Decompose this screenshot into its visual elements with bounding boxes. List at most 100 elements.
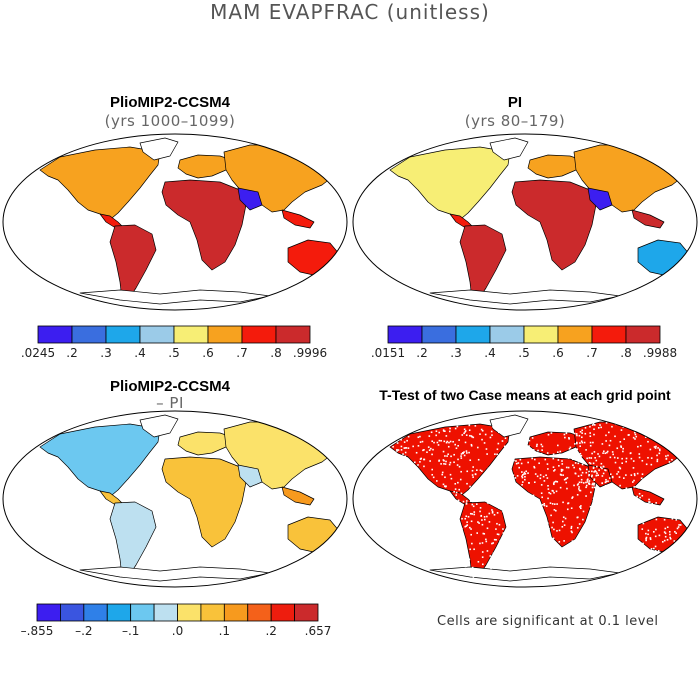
map-border — [352, 410, 698, 588]
continent-europe — [527, 431, 583, 456]
continent-north-america — [39, 423, 161, 496]
continent-south-america — [109, 224, 157, 301]
continent-arabia — [587, 187, 613, 211]
continent-antarctica — [429, 289, 621, 305]
continent-arabia — [237, 464, 263, 488]
colorbar-swatch — [275, 325, 311, 344]
colorbar-swatch — [105, 325, 141, 344]
continent-southeast-asia — [631, 486, 665, 506]
colorbar-label: .2 — [416, 346, 427, 360]
colorbar-swatch — [60, 603, 85, 622]
colorbar-label: .5 — [168, 346, 179, 360]
continent-southeast-asia — [631, 209, 665, 229]
colorbar-swatch — [294, 603, 319, 622]
panel-1-subtitle: (yrs 1000–1099) — [104, 112, 236, 130]
colorbar-swatch — [83, 603, 108, 622]
colorbar-swatch — [71, 325, 107, 344]
speckle-arabia — [588, 466, 614, 488]
panel-2-subtitle: (yrs 80–179) — [464, 112, 566, 130]
colorbar-swatch — [139, 325, 175, 344]
colorbar-panel-2: .0151 .2 .3 .4 .5 .6 .7 .8 .9988 — [371, 325, 677, 360]
colorbar-label: .4 — [484, 346, 495, 360]
speckle-central-america — [452, 491, 474, 506]
speckle-europe — [528, 432, 584, 456]
colorbar-swatch — [387, 325, 423, 344]
continent-europe — [527, 154, 583, 179]
colorbar-swatch — [247, 603, 272, 622]
panel-4-title: T-Test of two Case means at each grid po… — [379, 387, 671, 403]
colorbar-swatch — [36, 603, 61, 622]
panel-1-title: PlioMIP2-CCSM4 — [109, 94, 230, 111]
colorbar-swatch — [223, 603, 249, 622]
colorbar-label: .2 — [66, 346, 77, 360]
map-panel-1 — [2, 133, 348, 311]
speckle-south-america — [461, 502, 507, 578]
significance-note: Cells are significant at 0.1 level — [437, 614, 659, 629]
figure-title: MAM EVAPFRAC (unitless) — [210, 0, 490, 24]
continent-africa — [161, 456, 247, 548]
colorbar-label: .3 — [450, 346, 461, 360]
colorbar-label: .0 — [172, 624, 183, 638]
colorbar-panel-1: .0245 .2 .3 .4 .5 .6 .7 .8 .9996 — [21, 325, 327, 360]
colorbar-label: –.2 — [75, 624, 92, 638]
continent-greenland — [139, 137, 179, 161]
colorbar-label: .6 — [552, 346, 563, 360]
colorbar-label: .0151 — [371, 346, 405, 360]
colorbar-swatch — [200, 603, 225, 622]
continent-southeast-asia — [281, 486, 315, 506]
colorbar-swatch — [421, 325, 457, 344]
map-border — [2, 410, 348, 588]
colorbar-swatch — [173, 325, 209, 344]
colorbar-swatch — [557, 325, 593, 344]
continent-southeast-asia — [281, 209, 315, 229]
colorbar-label: .9988 — [643, 346, 677, 360]
continent-europe — [177, 154, 233, 179]
colorbar-label: .7 — [586, 346, 597, 360]
colorbar-swatch — [489, 325, 525, 344]
speckle-southeast-asia — [632, 487, 660, 507]
continent-africa — [161, 179, 247, 271]
colorbar-swatch — [523, 325, 559, 344]
colorbar-swatch — [153, 603, 178, 622]
colorbar-label: .6 — [202, 346, 213, 360]
colorbar-label: .3 — [100, 346, 111, 360]
map-panel-2 — [352, 133, 698, 311]
colorbar-swatch — [270, 603, 295, 622]
colorbar-label: .1 — [219, 624, 230, 638]
colorbar-panel-3: –.855 –.2 –.1 .0 .1 .2 .657 — [21, 603, 332, 638]
panel-3-subtitle: – PI — [156, 394, 184, 412]
colorbar-label: .657 — [305, 624, 332, 638]
map-border — [352, 133, 698, 311]
colorbar-swatch — [130, 603, 155, 622]
colorbar-label: .9996 — [293, 346, 327, 360]
colorbar-swatch — [455, 325, 491, 344]
continent-greenland — [489, 137, 529, 161]
panel-2-title: PI — [507, 94, 523, 111]
continent-greenland — [139, 414, 179, 438]
continent-antarctica — [429, 566, 621, 582]
colorbar-label: .2 — [265, 624, 276, 638]
map-panel-4 — [352, 410, 698, 588]
continent-south-america — [459, 224, 507, 301]
colorbar-label: .0245 — [21, 346, 55, 360]
continent-north-america — [39, 146, 161, 219]
colorbar-label: .5 — [518, 346, 529, 360]
colorbar-swatch — [207, 325, 243, 344]
speckle-africa — [512, 457, 598, 548]
colorbar-label: –.855 — [21, 624, 54, 638]
panel-3-title: PlioMIP2-CCSM4 — [109, 378, 230, 395]
continent-antarctica — [79, 289, 271, 305]
colorbar-label: .7 — [236, 346, 247, 360]
colorbar-swatch — [591, 325, 627, 344]
colorbar-swatch — [625, 325, 661, 344]
continent-south-america — [109, 501, 157, 578]
colorbar-label: .8 — [270, 346, 281, 360]
colorbar-swatch — [37, 325, 73, 344]
colorbar-label: .8 — [620, 346, 631, 360]
colorbar-swatch — [241, 325, 277, 344]
continent-africa — [511, 456, 597, 548]
continent-arabia — [237, 187, 263, 211]
colorbar-label: .4 — [134, 346, 145, 360]
map-panel-3 — [2, 410, 348, 588]
continent-antarctica — [79, 566, 271, 582]
